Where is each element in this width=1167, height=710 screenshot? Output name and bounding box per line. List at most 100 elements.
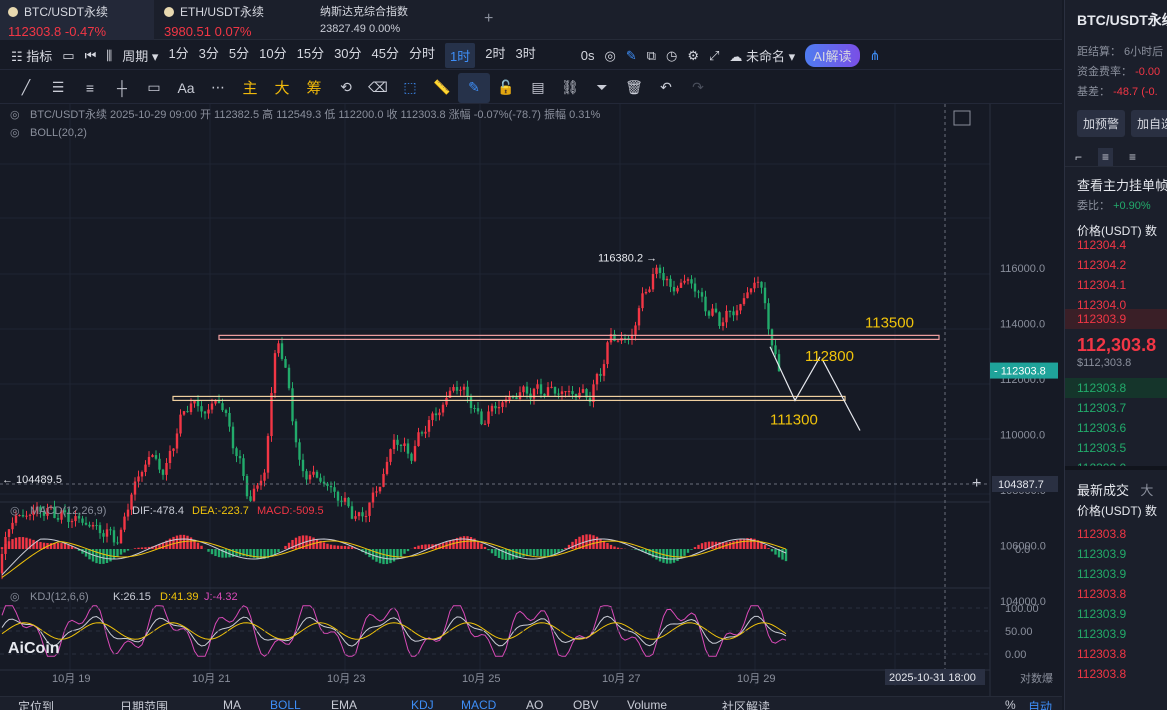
hline-tool-icon[interactable]: ┼ [117,79,127,96]
bottom-macd[interactable]: MACD [461,698,497,710]
add-watchlist-button[interactable]: 加自选 [1131,110,1167,137]
tab-btc[interactable]: BTC/USDT永续 112303.8 -0.47% [0,0,154,40]
chip-button[interactable]: 筹 [306,80,322,97]
maximize-icon[interactable] [953,110,971,126]
bottom-date-range[interactable]: 日期范围 [120,700,169,710]
macd-bar [116,549,119,557]
indicator-button[interactable]: ☷ 指标 [11,49,53,64]
bottom-obv[interactable]: OBV [573,698,599,710]
candle-body [760,281,763,288]
redo-icon[interactable]: ↷ [692,79,704,95]
rewind-icon[interactable]: ⏮ [84,47,97,63]
add-tab-icon[interactable]: + [484,10,494,27]
macd-bar [11,539,14,549]
camera-icon[interactable]: ◎ [604,47,616,63]
magnet-icon[interactable]: ⟲ [340,79,352,95]
bottom-volume[interactable]: Volume [627,698,668,710]
add-alert-button[interactable]: 加预警 [1077,110,1126,137]
select-icon[interactable]: ⬚ [403,79,417,95]
link-icon[interactable]: ⛓ [561,79,579,95]
candle-type-icon[interactable]: ⫼ [106,47,113,63]
fullscreen-icon[interactable]: ⤢ [709,47,720,63]
more-tools-icon[interactable]: ⋯ [211,79,225,95]
big-trades-tab[interactable]: 大 [1140,483,1154,498]
ask-row[interactable]: 112304.0 [1077,298,1127,309]
bid-row[interactable]: 112303.7 [1077,401,1127,415]
main-force-button[interactable]: 主 [242,80,258,97]
candle-body [490,405,494,412]
share-image-icon[interactable]: ⧉ [646,47,657,63]
depth-title[interactable]: 查看主力挂单帧 [1077,178,1167,193]
interval-1[interactable]: 3分 [198,46,219,61]
ruler-icon[interactable]: 📏 [433,79,451,95]
kdj-eye-icon[interactable]: ◎ [10,591,20,603]
text-tool-icon[interactable]: Aa [177,79,195,96]
ask-row[interactable]: 112304.4 [1077,239,1127,252]
candle-body [301,459,305,472]
ai-button[interactable]: AI解读 [805,44,860,67]
y-tick: 104000.0 [1000,596,1046,608]
bid-row[interactable]: 112303.8 [1065,378,1167,398]
macd-bar [18,537,21,549]
line-tool-icon[interactable]: ╱ [21,79,31,95]
rect-tool-icon[interactable]: ▭ [147,79,161,95]
depth-both-icon[interactable]: ⌐ [1075,149,1083,164]
boll-eye-icon[interactable]: ◎ [10,127,20,139]
bid-row[interactable]: 112303.5 [1077,441,1127,455]
candle-body [592,384,595,403]
bottom-auto[interactable]: 自动 [1028,700,1053,710]
clock-icon[interactable]: ◷ [666,47,678,63]
interval-0[interactable]: 1分 [168,46,189,61]
trash-icon[interactable]: 🗑 [625,79,643,95]
macd-eye-icon[interactable]: ◎ [10,505,20,517]
layout-icon[interactable]: ▭ [62,47,75,63]
big-order-button[interactable]: 大 [274,80,290,97]
pen-icon[interactable]: ✎ [625,47,637,63]
bottom-kdj[interactable]: KDJ [411,698,434,710]
candle-body [767,303,770,330]
interval-9[interactable]: 2时 [485,46,506,61]
bottom-boll[interactable]: BOLL [270,698,301,710]
interval-8[interactable]: 1时 [445,43,476,68]
tab-nasdaq[interactable]: 纳斯达克综合指数 23827.49 0.00% [312,0,472,40]
filter-icon[interactable]: ⏷ [596,79,608,95]
parallel-tool-icon[interactable]: ☰ [51,79,65,95]
ask-row[interactable]: 112304.2 [1077,258,1127,272]
interval-7[interactable]: 分时 [409,46,436,61]
trades-tab[interactable]: 最新成交 [1077,483,1130,498]
bid-row[interactable]: 112303.6 [1077,421,1127,435]
fib-tool-icon[interactable]: ≡ [85,79,95,96]
layout-dropdown[interactable]: ☁ 未命名 ▾ [729,49,796,64]
depth-bid-icon[interactable]: ≡ [1129,149,1137,164]
ask-row[interactable]: 112304.1 [1077,278,1127,292]
settings-icon[interactable]: ⚙ [687,47,700,63]
macd-bar [35,541,39,549]
depth-ask-icon[interactable]: ≡ [1098,147,1114,166]
undo-icon[interactable]: ↶ [660,79,672,95]
lock-icon[interactable]: 🔓 [497,79,515,95]
interval-10[interactable]: 3时 [515,46,536,61]
brush-icon[interactable]: ✎ [458,72,490,103]
bottom-ma[interactable]: MA [223,698,241,710]
bottom-percent[interactable]: % [1005,698,1016,710]
bid-row[interactable]: 112303.0 [1065,458,1167,466]
eraser-icon[interactable]: ⌫ [368,79,388,95]
bottom-locate[interactable]: 定位到 [18,700,55,710]
candle-body [357,512,361,517]
interval-5[interactable]: 30分 [334,46,362,61]
ask-row[interactable]: 112303.9 [1065,309,1167,329]
bottom-ao[interactable]: AO [526,698,544,710]
interval-4[interactable]: 15分 [296,46,325,61]
interval-6[interactable]: 45分 [371,46,400,61]
share-icon[interactable]: ⋔ [869,47,881,63]
interval-2[interactable]: 5分 [228,46,250,61]
notes-icon[interactable]: ▤ [531,79,545,95]
bottom-ema[interactable]: EMA [331,698,358,710]
interval-3[interactable]: 10分 [259,46,287,61]
period-dropdown[interactable]: 周期 ▾ [122,49,159,64]
macd-bar [441,543,445,549]
bottom-community[interactable]: 社区解读 [722,700,771,710]
eye-icon[interactable]: ◎ [10,109,20,121]
tab-eth[interactable]: ETH/USDT永续 3980.51 0.07% [156,0,308,40]
